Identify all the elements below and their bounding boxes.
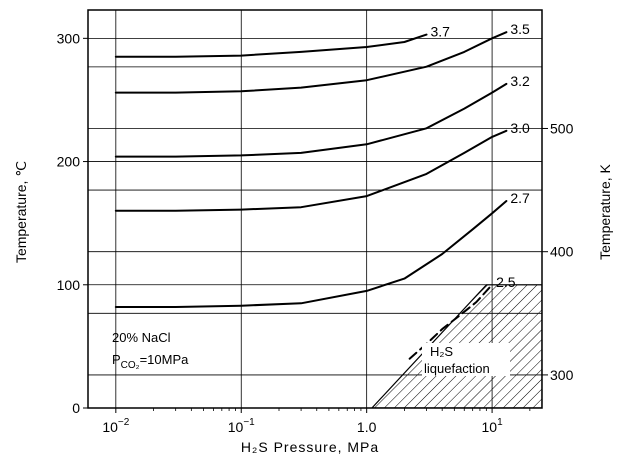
y2-tick-label-0: 300	[550, 367, 574, 383]
series-label-2-5: 2.5	[496, 274, 516, 290]
series-line-3-7	[114, 33, 428, 58]
series-label-3-5: 3.5	[510, 21, 530, 37]
liquefaction-label-line2: liquefaction	[424, 361, 490, 376]
liquefaction-label-bg	[422, 343, 510, 376]
y-axis-label: Temperature, ℃	[13, 161, 29, 263]
y-tick-label-2: 200	[57, 154, 81, 170]
pco2-suffix: =10MPa	[140, 352, 190, 367]
series-line-3-2	[114, 82, 508, 158]
series-line-3-5	[114, 31, 508, 94]
x-axis-label: H₂S Pressure, MPa	[241, 439, 379, 455]
x-tick-label-2: 1.0	[357, 419, 377, 435]
y-tick-label-3: 300	[57, 30, 81, 46]
pco2-annotation: PCO₂=10MPa	[112, 352, 189, 371]
x-tick-label-1: 10−1	[228, 417, 255, 435]
y-tick-label-0: 0	[72, 400, 80, 416]
nacl-annotation: 20% NaCl	[112, 330, 171, 345]
curve-layer	[114, 31, 508, 360]
y2-tick-label-2: 500	[550, 120, 574, 136]
y-tick-label-1: 100	[57, 277, 81, 293]
series-line-3-0	[114, 129, 508, 212]
pco2-subscript: CO₂	[121, 360, 140, 371]
series-line-2-7	[114, 200, 508, 308]
series-label-3-7: 3.7	[431, 24, 451, 40]
y2-tick-label-1: 400	[550, 244, 574, 260]
plot-frame	[87, 9, 543, 409]
pco2-prefix: P	[112, 352, 121, 367]
tick-layer: 10−2 10−1 1.0 101 0 100 200 300 300 400 500	[57, 30, 574, 435]
y2-axis-label: Temperature, K	[597, 163, 613, 259]
series-label-3-2: 3.2	[510, 73, 530, 89]
grid-layer	[88, 10, 542, 409]
curve-label-layer: 3.7 3.5 3.2 3.0 2.7 2.5	[431, 21, 531, 290]
series-label-3-0: 3.0	[510, 120, 530, 136]
liquefaction-label-line1: H₂S	[430, 344, 453, 359]
series-label-2-7: 2.7	[510, 190, 530, 206]
x-tick-label-3: 101	[482, 417, 504, 435]
x-tick-label-0: 10−2	[102, 417, 129, 435]
